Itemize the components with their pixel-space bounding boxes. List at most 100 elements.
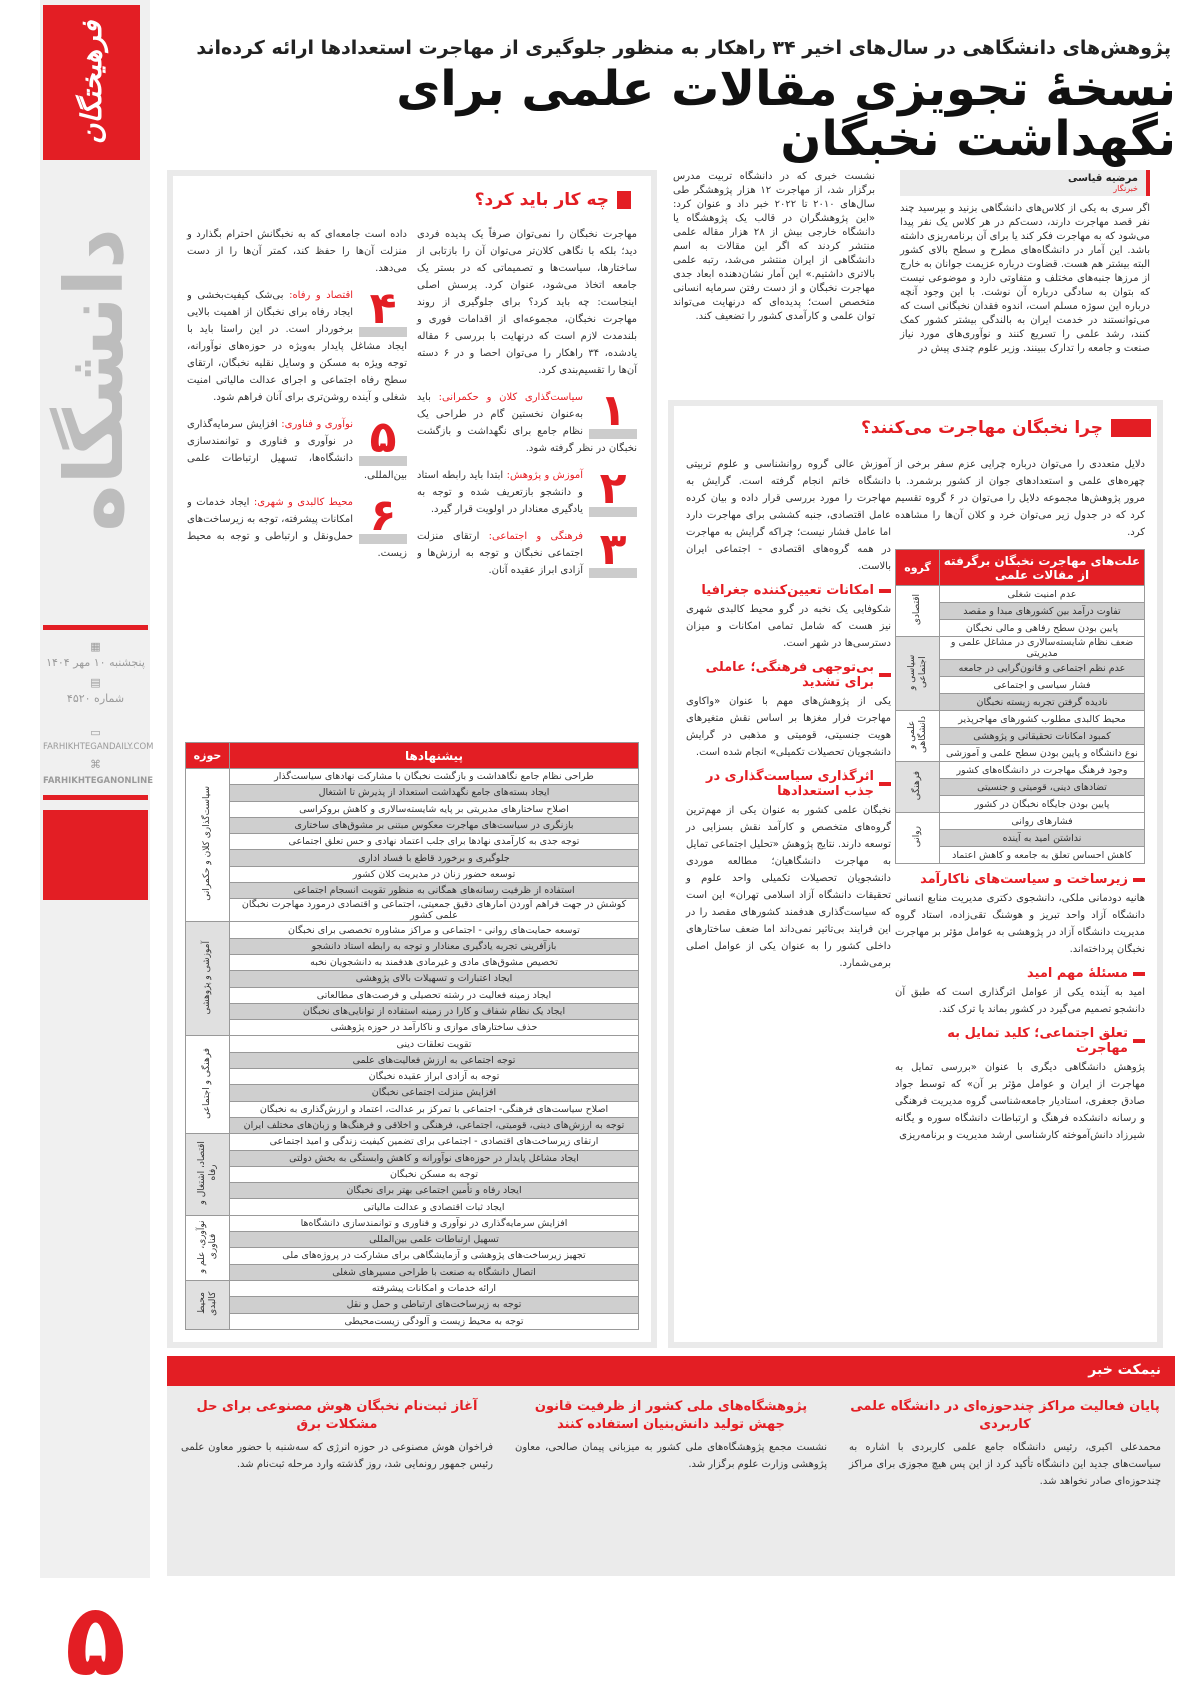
table-cell: نادیده گرفتن تجربه زیسته نخبگان: [939, 693, 1145, 711]
solution-item: ۴ اقتصاد و رفاه: بی‌شک کیفیت‌بخشی و ایجاد…: [187, 287, 407, 406]
table-cell: توسعه حمایت‌های روانی - اجتماعی و مراکز …: [229, 921, 639, 939]
table-cell: پایین بودن جایگاه نخبگان در کشور: [939, 795, 1145, 813]
table-row: توجه به آزادی ابراز عقیده نخبگان: [186, 1068, 639, 1086]
news-item[interactable]: پایان فعالیت مراکز چندحوزه‌ای در دانشگاه…: [849, 1398, 1161, 1564]
news-section: پایان فعالیت مراکز چندحوزه‌ای در دانشگاه…: [167, 1386, 1175, 1576]
subsection-text: شکوفایی یک نخبه در گرو محیط کالبدی شهری …: [686, 604, 891, 649]
table-cell: توجه به آزادی ابراز عقیده نخبگان: [229, 1068, 639, 1086]
author-box: مرضیه قیاسی خبرنگار: [900, 170, 1150, 196]
subsection-text: امید به آینده یکی از عوامل اثرگذاری است …: [895, 987, 1145, 1015]
table-row: ایجاد ثبات اقتصادی و عدالت مالیاتی: [186, 1198, 639, 1216]
header-items: پیشنهادها: [229, 742, 639, 769]
social-handle[interactable]: FARHIKHTEGANONLINE: [43, 776, 154, 786]
group-label: فرهنگی: [912, 770, 922, 801]
table-cell: اتصال دانشگاه به صنعت با طراحی مسیرهای ش…: [229, 1263, 639, 1281]
table-cell: ایجاد بسته‌های جامع نگهداشت استعداد از پ…: [229, 784, 639, 802]
solution-keyword: اقتصاد و رفاه:: [289, 290, 353, 301]
issue-number: شماره ۴۵۲۰: [66, 692, 125, 705]
table-cell: طراحی نظام جامع نگاهداشت و بازگشت نخبگان…: [229, 767, 639, 786]
lead-paragraph: اگر سری به یکی از کلاس‌های دانشگاهی بزنی…: [900, 203, 1150, 354]
group-cell: سیاست‌گذاری کلان و حکمرانی: [185, 767, 230, 923]
solution-text: محیط کالبدی و شهری: ایجاد خدمات و امکانا…: [187, 494, 407, 562]
heading-marker: [879, 588, 891, 593]
proposals-table: پیشنهادها حوزه طراحی نظام جامع نگاهداشت و …: [185, 742, 639, 1330]
news-title[interactable]: آغاز ثبت‌نام نخبگان هوش مصنوعی برای حل م…: [196, 1399, 478, 1432]
why-heading: چرا نخبگان مهاجرت می‌کنند؟: [861, 418, 1151, 438]
solution-body: ابتدا باید رابطه استاد و دانشجو بازتعریف…: [417, 470, 583, 515]
group-label: سیاسی و اجتماعی: [906, 654, 928, 690]
subsection-heading: بی‌توجهی فرهنگی؛ عاملی برای تشدید: [686, 660, 891, 690]
table-cell: تقویت تعلقات دینی: [229, 1035, 639, 1053]
table-row: افزایش منزلت اجتماعی نخبگان: [186, 1084, 639, 1102]
solutions-heading: چه کار باید کرد؟: [475, 190, 631, 210]
table-row: اصلاح ساختارهای مدیریتی بر پایه شایسته‌س…: [186, 800, 639, 818]
news-text: فراخوان هوش مصنوعی در حوزه انرژی که سه‌ش…: [181, 1442, 493, 1470]
news-item[interactable]: پژوهشگاه‌های ملی کشور از ظرفیت قانون جهش…: [515, 1398, 827, 1564]
solution-text: سیاست‌گذاری کلان و حکمرانی: باید به‌عنوا…: [417, 389, 637, 457]
table-row: ایجاد رفاه و تأمین اجتماعی بهتر برای نخب…: [186, 1182, 639, 1200]
table-row: کوشش در جهت فراهم آوردن آمارهای دقیق جمع…: [186, 898, 639, 923]
table-cell: توجه اجتماعی به ارزش فعالیت‌های علمی: [229, 1051, 639, 1070]
news-title[interactable]: پژوهشگاه‌های ملی کشور از ظرفیت قانون جهش…: [534, 1399, 808, 1432]
solution-body: باید به‌عنوان نخستین گام در طراحی یک نظا…: [417, 392, 637, 454]
heading-marker: [1133, 971, 1145, 976]
solution-item: ۶ محیط کالبدی و شهری: ایجاد خدمات و امکان…: [187, 494, 407, 562]
table-row: جلوگیری و برخورد قاطع با فساد اداری: [186, 849, 639, 867]
solution-body: ایجاد خدمات و امکانات پیشرفته، توجه به ز…: [187, 497, 407, 559]
group-cell: اقتصاد، اشتغال و رفاه: [185, 1133, 230, 1216]
table-row: ارتقای زیرساخت‌های اقتصادی - اجتماعی برا…: [185, 1133, 639, 1216]
table-cell: حذف ساختارهای موازی و ناکارآمد در حوزه پ…: [229, 1019, 639, 1037]
heading-marker: [1133, 877, 1145, 882]
table-cell: فشارهای روانی: [939, 812, 1145, 830]
table-cell: ایجاد یک نظام شفاف و کارا در زمینه استفا…: [229, 1002, 639, 1021]
subsection-title: زیرساخت و سیاست‌های ناکارآمد: [920, 872, 1128, 887]
table-cell: افزایش سرمایه‌گذاری در نوآوری و فناوری و…: [229, 1214, 639, 1233]
header-group: گروه: [895, 549, 940, 586]
subsection-title: مسئلهٔ مهم امید: [1027, 966, 1128, 981]
table-row: نداشتن امید به آینده: [896, 829, 1145, 847]
table-cell: ارائه خدمات و امکانات پیشرفته: [229, 1279, 639, 1298]
table-cell: ضعف نظام شایسته‌سالاری در مشاغل علمی و م…: [939, 636, 1145, 660]
table-row: تفاوت درآمد بین کشورهای مبدا و مقصد: [896, 602, 1145, 620]
table-cell: تسهیل ارتباطات علمی بین‌المللی: [229, 1231, 639, 1249]
solution-item: ۲ آموزش و پژوهش: ابتدا باید رابطه استاد و…: [417, 467, 637, 518]
social-icon: ⌘: [90, 758, 101, 771]
solution-item: ۱ سیاست‌گذاری کلان و حکمرانی: باید به‌عنو…: [417, 389, 637, 457]
group-cell: اقتصادی: [895, 585, 940, 637]
section-name-text: دانشگاه: [48, 228, 141, 532]
group-label: محیط کالبدی: [196, 1291, 218, 1316]
website-link[interactable]: FARHIKHTEGANDAILY.COM: [43, 742, 154, 752]
table-row: عدم امنیت شغلی اقتصادی: [895, 585, 1145, 637]
divider: [43, 795, 148, 800]
table-cell: توجه به زیرساخت‌های ارتباطی و حمل و نقل: [229, 1296, 639, 1314]
table-row: بازنگری در سیاست‌های مهاجرت معکوس مبتنی …: [186, 816, 639, 835]
solution-body: افزایش سرمایه‌گذاری در نوآوری و فناوری و…: [187, 419, 407, 481]
table-row: اصلاح سیاست‌های فرهنگی- اجتماعی با تمرکز…: [186, 1100, 639, 1118]
subsection-text: نخبگان علمی کشور به عنوان یکی از مهم‌تری…: [686, 805, 891, 969]
group-cell: علمی و دانشگاهی: [895, 710, 940, 762]
table-cell: توجه جدی به کارآمدی نهادها برای جلب اعتم…: [229, 833, 639, 851]
news-title[interactable]: پایان فعالیت مراکز چندحوزه‌ای در دانشگاه…: [850, 1399, 1160, 1432]
table-row: حذف ساختارهای موازی و ناکارآمد در حوزه پ…: [186, 1019, 639, 1037]
group-label: نوآوری، علم و فناوری: [196, 1219, 218, 1273]
group-cell: آموزشی و پژوهشی: [185, 921, 230, 1037]
table-cell: ارتقای زیرساخت‌های اقتصادی - اجتماعی برا…: [229, 1133, 639, 1151]
solution-item: ۳ فرهنگی و اجتماعی: ارتقای منزلت اجتماعی …: [417, 528, 637, 579]
table-row: کاهش احساس تعلق به جامعه و کاهش اعتماد: [896, 846, 1145, 864]
table-cell: ایجاد اعتبارات و تسهیلات بالای پژوهشی: [229, 970, 639, 988]
solution-keyword: محیط کالبدی و شهری:: [253, 497, 354, 508]
table-row: ایجاد یک نظام شفاف و کارا در زمینه استفا…: [186, 1002, 639, 1021]
table-row: طراحی نظام جامع نگاهداشت و بازگشت نخبگان…: [185, 767, 639, 923]
table-row: فشارهای روانی روانی: [895, 812, 1145, 864]
solution-keyword: سیاست‌گذاری کلان و حکمرانی:: [438, 392, 583, 403]
lead-right-column: مرضیه قیاسی خبرنگار اگر سری به یکی از کل…: [900, 170, 1150, 356]
group-label: علمی و دانشگاهی: [906, 716, 928, 754]
table-cell: تخصیص مشوق‌های مادی و غیرمادی هدفمند به …: [229, 953, 639, 972]
subsection-text: پژوهش دانشگاهی دیگری با عنوان «بررسی تما…: [895, 1062, 1145, 1141]
table-row: ارائه خدمات و امکانات پیشرفته محیط کالبدی: [185, 1279, 639, 1330]
table-cell: اصلاح سیاست‌های فرهنگی- اجتماعی با تمرکز…: [229, 1100, 639, 1118]
news-item[interactable]: آغاز ثبت‌نام نخبگان هوش مصنوعی برای حل م…: [181, 1398, 493, 1564]
group-cell: فرهنگی و اجتماعی: [185, 1035, 230, 1135]
table-row: تسهیل ارتباطات علمی بین‌المللی: [186, 1231, 639, 1249]
table-row: ایجاد زمینه فعالیت در رشته تحصیلی و فرصت…: [186, 986, 639, 1004]
